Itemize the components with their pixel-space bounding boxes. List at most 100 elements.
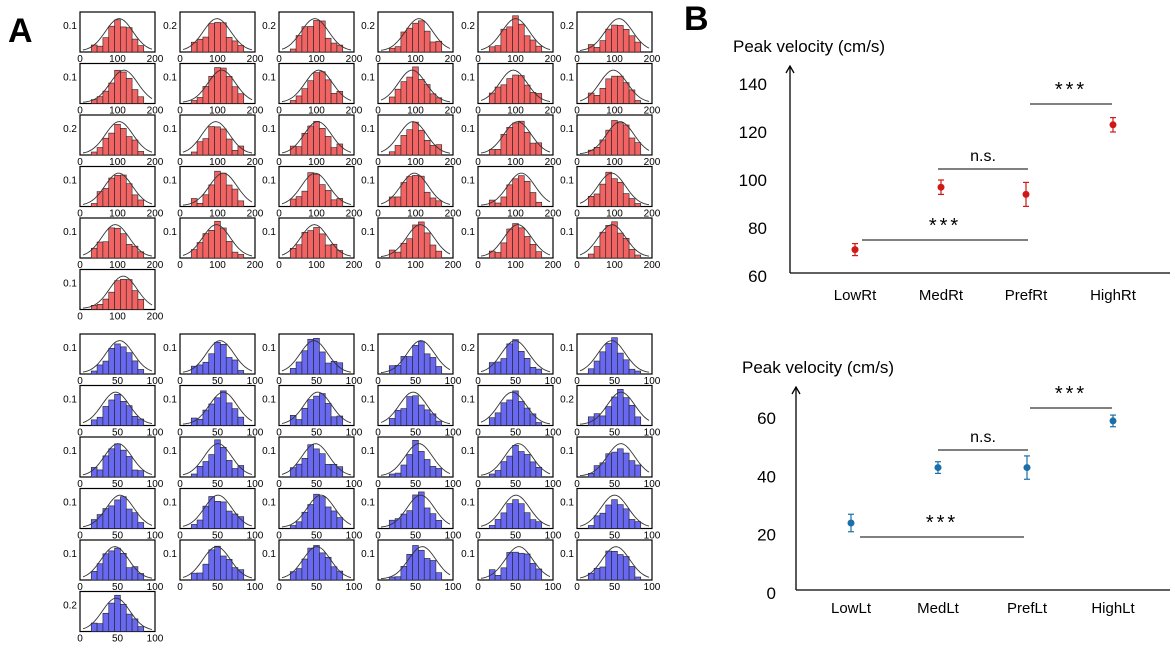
x-tick-label: 200 [346, 260, 363, 271]
histogram-bar [512, 390, 519, 426]
peak-velocity-right-plot: Peak velocity (cm/s) 60 80 100 120 140 LowRt Me… [733, 37, 1170, 304]
histogram-bar [125, 136, 133, 156]
histogram-cell: 0.1 0 50 100 [560, 539, 661, 593]
x-tick-label: 100 [644, 376, 661, 387]
y-tick-label: 0.1 [361, 446, 375, 457]
x-tick-label: 100 [109, 54, 126, 65]
histogram-cell: 0.1 0 100 200 [163, 62, 264, 117]
x-tick-label: 50 [410, 582, 422, 593]
histogram-bar [301, 88, 309, 104]
histogram-bar [535, 368, 543, 375]
histogram-bar [214, 170, 221, 207]
histogram-bar [324, 136, 332, 156]
histogram-bar [523, 553, 531, 581]
x-tick-label: 100 [346, 479, 363, 490]
histogram-bar [220, 555, 227, 581]
panel-a-label: A [8, 12, 33, 50]
y-tick-label: 0.1 [361, 124, 375, 135]
histogram-bar [319, 393, 326, 426]
histogram-bar [634, 142, 642, 156]
histogram-bar [120, 346, 127, 375]
x-tick-label: 100 [308, 157, 325, 168]
y-tick-label: 0.1 [262, 395, 276, 406]
y-tick-label: 0.1 [560, 176, 574, 187]
histogram-bar [295, 419, 303, 426]
histogram-bar [617, 352, 624, 375]
histogram-bar [593, 47, 601, 53]
x-tick-label: 200 [445, 260, 462, 271]
histogram-bar [330, 243, 338, 259]
histogram-cell: 0.2 0 100 200 [361, 11, 462, 65]
y-tick-label: 0.1 [262, 498, 276, 509]
histogram-bar [423, 353, 431, 375]
histogram-bar [412, 175, 419, 207]
histogram-bar [108, 25, 115, 53]
histogram-bar [319, 496, 326, 529]
x-tick-label: 200 [644, 54, 661, 65]
histogram-bar [96, 469, 104, 478]
histogram-bar [114, 394, 121, 426]
histogram-bar [418, 20, 425, 53]
histogram-bar [231, 513, 239, 529]
x-tick-label: 200 [147, 106, 164, 117]
histogram-bar [131, 469, 139, 478]
density-curve [281, 443, 352, 476]
histogram-cell: 0.1 0 50 100 [63, 487, 164, 542]
y-axis-arrow [785, 64, 795, 74]
y-tick-label: 0.1 [560, 498, 574, 509]
histogram-cell: 0.1 0 100 200 [461, 114, 562, 168]
x-tick-label: 200 [147, 157, 164, 168]
histogram-bar [500, 242, 508, 259]
x-tick-label: 0 [375, 260, 381, 271]
histogram-cell: 0.1 0 50 100 [361, 436, 462, 490]
histogram-bar [628, 137, 636, 156]
histogram-bar [225, 37, 233, 53]
x-tick-label: 100 [445, 479, 462, 490]
x-tick-label: 100 [507, 157, 524, 168]
histogram-bar [599, 512, 607, 529]
histogram-bar [506, 399, 513, 426]
histogram-bar [137, 45, 145, 53]
histogram-bar [231, 86, 239, 104]
y-tick-label: 0.1 [63, 498, 77, 509]
histogram-bar [237, 516, 245, 529]
histogram-bar [137, 522, 145, 529]
histogram-bar [319, 453, 326, 478]
histogram-bar [208, 126, 215, 156]
histogram-cell: 0.1 0 50 100 [461, 436, 562, 490]
density-curve [579, 391, 650, 425]
x-tick-label: 200 [147, 312, 164, 323]
x-tick-label: 0 [375, 54, 381, 65]
x-tick-label: 100 [445, 376, 462, 387]
histogram-bar [593, 515, 601, 529]
histogram-bar [418, 404, 425, 426]
histogram-bar [313, 20, 320, 53]
histogram-bar [435, 366, 443, 375]
histogram-bar [535, 466, 543, 478]
x-tick-label: 50 [112, 428, 124, 439]
histogram-cell: 0.1 0 50 100 [361, 333, 462, 387]
histogram-bar [125, 508, 133, 529]
histogram-bar [611, 120, 618, 156]
histogram-bar [120, 71, 127, 104]
histogram-bar [202, 36, 210, 53]
histogram-bar [611, 396, 618, 426]
histogram-bar [500, 461, 508, 478]
chart-title: Peak velocity (cm/s) [733, 37, 885, 56]
histogram-bar [494, 252, 502, 259]
y-tick-label: 0.1 [163, 176, 177, 187]
histogram-cell: 0.1 0 50 100 [560, 487, 661, 542]
x-tick-label: 50 [311, 531, 323, 542]
y-tick-label: 0.1 [461, 176, 475, 187]
histogram-bar [406, 76, 413, 104]
histogram-bar [137, 298, 145, 310]
histogram-bar [412, 121, 419, 156]
x-tick-label: 100 [346, 582, 363, 593]
density-curve [182, 546, 253, 579]
histogram-bar [313, 173, 320, 207]
histogram-bar [131, 38, 139, 53]
x-tick-label: 0 [375, 106, 381, 117]
histogram-bar [114, 19, 121, 53]
histogram-bar [114, 124, 121, 156]
